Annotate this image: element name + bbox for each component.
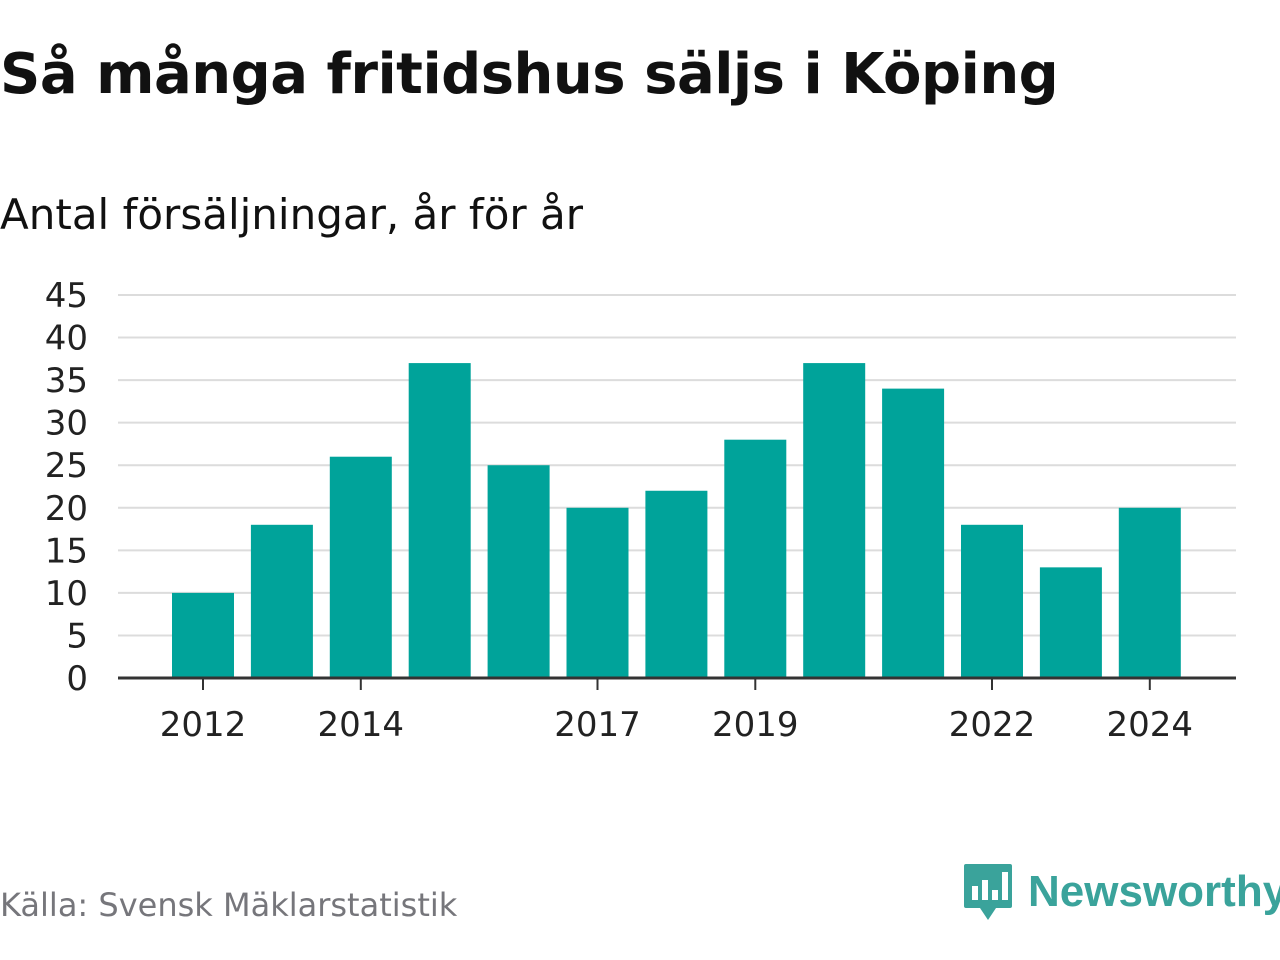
bar-2019 (724, 439, 787, 678)
bar-2022 (961, 524, 1023, 678)
newsworthy-logo: Newsworthy (962, 862, 1280, 922)
y-tick-label: 15 (45, 531, 88, 571)
chart-title: Så många fritidshus säljs i Köping (0, 42, 1059, 107)
bar-2014 (329, 456, 392, 678)
bar-2021 (882, 388, 945, 678)
y-tick-label: 35 (45, 361, 88, 401)
x-tick-label: 2017 (554, 705, 641, 745)
x-tick-label: 2019 (712, 705, 799, 745)
bar-2015 (408, 363, 471, 678)
x-tick-label: 2022 (949, 705, 1036, 745)
y-tick-label: 40 (45, 319, 88, 359)
x-tick-label: 2012 (160, 705, 247, 745)
bars (172, 363, 1181, 678)
bar-2018 (645, 490, 708, 678)
y-tick-label: 0 (66, 659, 88, 699)
bar-2012 (172, 592, 234, 678)
logo-text: Newsworthy (1028, 867, 1280, 916)
y-tick-label: 10 (45, 574, 88, 614)
bar-2024 (1118, 507, 1181, 678)
bar-2023 (1039, 567, 1102, 678)
bar-2013 (250, 524, 313, 678)
x-tick-label: 2024 (1107, 705, 1194, 745)
x-tick-label: 2014 (318, 705, 405, 745)
y-tick-label: 45 (45, 276, 88, 316)
bar-2017 (566, 507, 629, 678)
y-tick-label: 25 (45, 446, 88, 486)
x-axis-ticks: 2012 2014 2017 2019 2022 2024 (160, 678, 1193, 745)
y-tick-label: 20 (45, 489, 88, 529)
y-tick-label: 5 (66, 616, 88, 656)
y-tick-label: 30 (45, 404, 88, 444)
newsworthy-chart-bubble-icon (964, 864, 1012, 920)
chart-subtitle: Antal försäljningar, år för år (0, 190, 584, 239)
bar-2020 (803, 363, 866, 678)
source-note: Källa: Svensk Mäklarstatistik (0, 886, 458, 924)
bar-2016 (487, 465, 550, 678)
